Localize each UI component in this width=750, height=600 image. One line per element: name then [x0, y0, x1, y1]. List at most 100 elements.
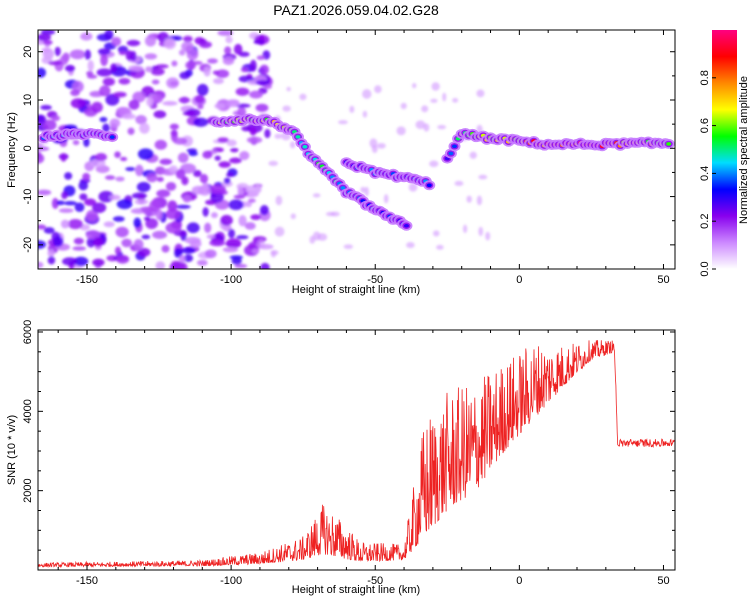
- spectrogram-xlabel: Height of straight line (km): [292, 284, 420, 296]
- noise-blob: [181, 247, 196, 254]
- noise-blob: [236, 235, 249, 240]
- noise-blob: [466, 195, 472, 203]
- noise-blob: [362, 110, 368, 118]
- noise-blob: [415, 120, 426, 130]
- noise-blob: [268, 160, 279, 167]
- noise-blob: [299, 93, 307, 101]
- noise-blob: [60, 219, 70, 229]
- snr-series-line: [38, 340, 675, 569]
- noise-blob: [238, 215, 247, 227]
- noise-blob: [43, 39, 53, 45]
- noise-blob: [274, 226, 285, 237]
- noise-blob: [51, 197, 59, 209]
- y-tick-label: 10: [22, 94, 34, 106]
- noise-blob: [98, 190, 114, 203]
- noise-blob: [374, 85, 382, 94]
- colorbar-tick-label: 0.6: [699, 118, 711, 133]
- noise-blob: [115, 176, 125, 182]
- noise-blob: [256, 239, 265, 250]
- noise-blob: [60, 153, 67, 162]
- noise-blob: [70, 89, 80, 97]
- noise-blob: [259, 64, 270, 75]
- noise-blob: [259, 204, 269, 216]
- noise-blob: [61, 191, 68, 200]
- noise-blob: [38, 224, 47, 230]
- noise-blob: [125, 166, 136, 172]
- noise-blob: [179, 262, 188, 269]
- noise-blob: [220, 214, 233, 226]
- noise-blob: [255, 103, 269, 112]
- noise-blob: [196, 259, 208, 266]
- snr-x-axis: -150 -100 -50 0 50: [57, 330, 670, 587]
- snr-frame: [37, 329, 676, 571]
- noise-blob: [40, 104, 52, 111]
- noise-blob: [240, 67, 249, 73]
- noise-blob: [78, 180, 89, 191]
- noise-blob: [264, 128, 271, 139]
- noise-blob: [226, 139, 237, 147]
- noise-blob: [233, 43, 243, 55]
- noise-blob: [478, 174, 488, 180]
- ridge-core: [302, 145, 308, 149]
- noise-blob: [64, 172, 73, 180]
- noise-blob: [437, 125, 447, 130]
- noise-blob: [222, 56, 235, 66]
- spectrogram-ylabel: Frequency (Hz): [6, 112, 18, 188]
- x-tick-label: -150: [76, 274, 98, 286]
- noise-blob: [429, 160, 439, 168]
- noise-blob: [116, 254, 130, 264]
- snr-xlabel: Height of straight line (km): [292, 584, 420, 596]
- noise-blob: [73, 237, 84, 245]
- noise-blob: [249, 90, 263, 99]
- noise-blob: [132, 91, 146, 103]
- noise-blob: [210, 192, 224, 203]
- noise-blob: [317, 233, 328, 241]
- spectrogram-x-axis: -150 -100 -50 0 50: [57, 30, 670, 286]
- noise-blob: [309, 235, 316, 244]
- noise-blob: [38, 146, 50, 152]
- noise-blob: [199, 173, 209, 184]
- noise-blob: [181, 41, 194, 52]
- noise-blob: [86, 70, 94, 77]
- noise-blob: [95, 153, 107, 162]
- noise-blob: [91, 101, 103, 113]
- noise-blob: [117, 45, 129, 54]
- noise-blob: [103, 221, 115, 228]
- noise-blob: [38, 261, 44, 269]
- noise-blob: [38, 114, 47, 125]
- noise-blob: [118, 77, 131, 85]
- noise-blob: [233, 194, 246, 199]
- noise-blob: [47, 256, 56, 265]
- noise-blob: [234, 263, 248, 269]
- noise-blob: [274, 133, 282, 139]
- noise-blob: [254, 184, 262, 194]
- noise-blob: [69, 49, 86, 60]
- noise-blob: [92, 258, 105, 267]
- noise-blob: [238, 51, 250, 57]
- noise-blob: [377, 142, 386, 149]
- noise-blob: [212, 77, 224, 85]
- noise-blob: [226, 172, 234, 177]
- noise-blob: [100, 54, 108, 67]
- noise-blob: [84, 198, 97, 206]
- spectrogram-frame: [37, 29, 676, 270]
- noise-blob: [400, 102, 407, 110]
- noise-blob: [159, 158, 173, 165]
- noise-blob: [183, 35, 193, 43]
- noise-blob: [153, 110, 167, 119]
- noise-blob: [43, 227, 55, 234]
- noise-blob: [202, 181, 209, 193]
- noise-blob: [225, 238, 242, 249]
- noise-blob: [264, 83, 272, 90]
- noise-blob: [163, 38, 177, 50]
- noise-blob: [139, 122, 150, 134]
- noise-blob: [168, 165, 178, 174]
- ridge-core: [340, 186, 346, 190]
- noise-blob: [54, 46, 61, 57]
- noise-blob: [203, 66, 211, 77]
- y-tick-label: 6000: [22, 320, 34, 344]
- noise-blob: [74, 202, 85, 212]
- snr-ylabel: SNR (10 * v/v): [6, 415, 18, 485]
- noise-blob: [230, 147, 239, 153]
- noise-blob: [165, 208, 181, 220]
